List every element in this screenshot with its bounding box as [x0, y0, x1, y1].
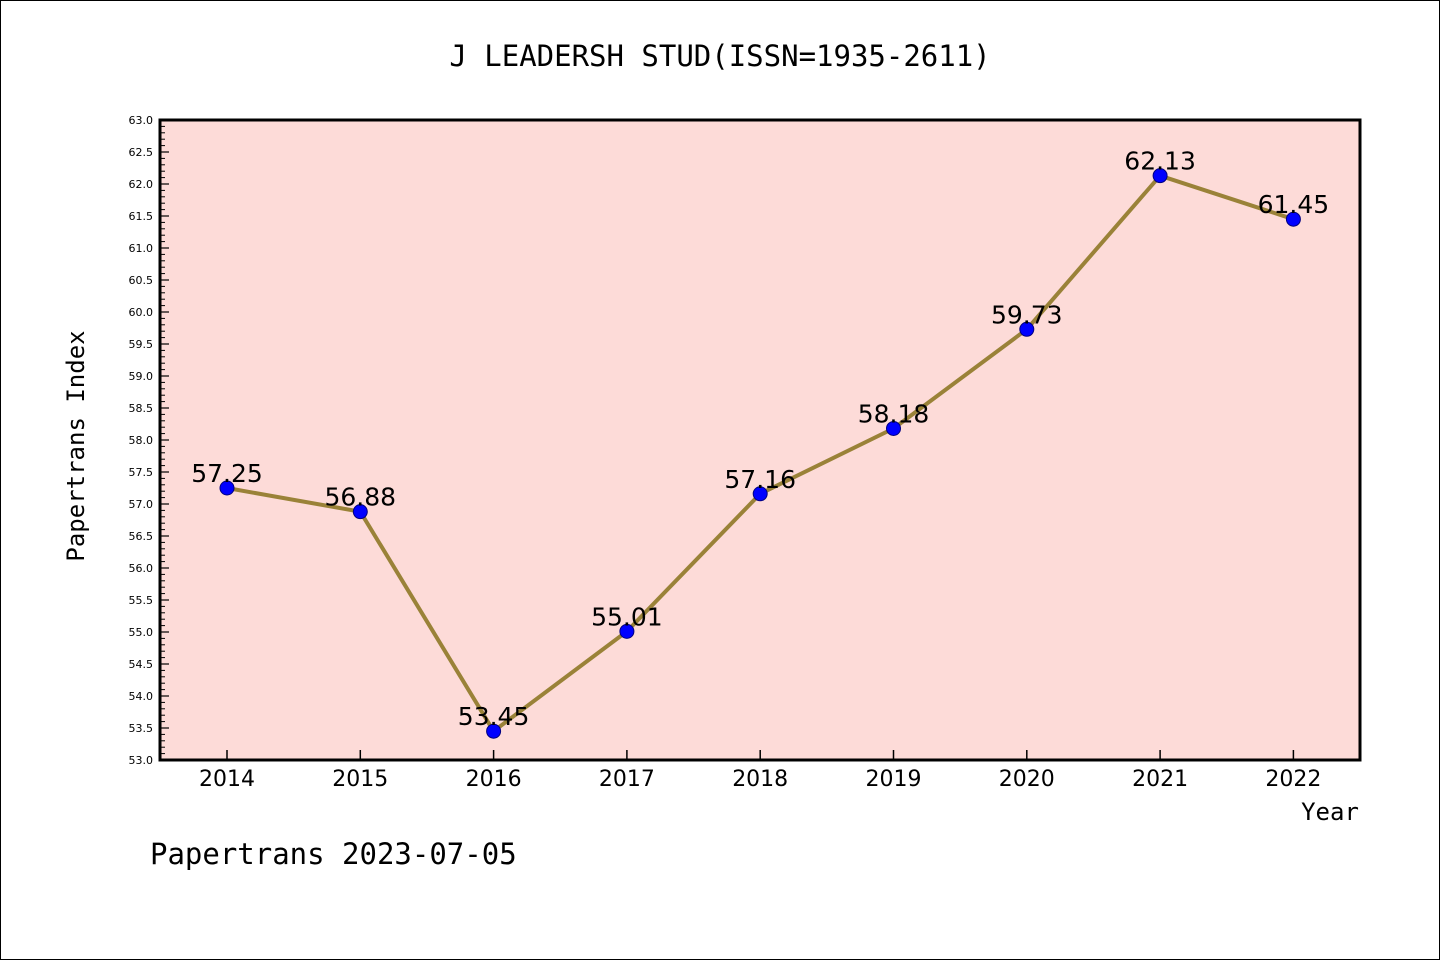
footer-text: Papertrans 2023-07-05	[150, 837, 517, 871]
data-label: 58.18	[858, 399, 930, 428]
plot-border	[158, 118, 1362, 762]
data-label: 62.13	[1124, 147, 1196, 176]
y-tick-label: 62.5	[129, 146, 154, 159]
y-tick-label: 59.5	[129, 338, 154, 351]
y-tick-label: 53.0	[129, 754, 154, 767]
y-tick-label: 54.5	[129, 658, 154, 671]
y-tick-label: 55.0	[129, 626, 154, 639]
y-tick-label: 53.5	[129, 722, 154, 735]
data-point	[1285, 211, 1301, 227]
data-point	[219, 480, 235, 496]
x-tick-label: 2019	[866, 767, 922, 792]
y-tick-label: 61.0	[129, 242, 154, 255]
y-axis-label: Papertrans Index	[62, 330, 90, 561]
y-tick-label: 57.5	[129, 466, 154, 479]
y-tick-label: 60.5	[129, 274, 154, 287]
y-tick-label: 63.0	[129, 114, 154, 127]
x-tick-label: 2017	[599, 767, 655, 792]
data-point	[752, 486, 768, 502]
data-label: 59.73	[991, 300, 1063, 329]
x-tick-label: 2016	[466, 767, 522, 792]
y-tick-label: 58.0	[129, 434, 154, 447]
x-axis: 2014 2015 2016 2017 2018 2019 2020 2021 2022	[199, 750, 1321, 792]
data-label: 56.88	[325, 483, 397, 512]
data-label: 57.25	[191, 459, 263, 488]
x-tick-label: 2022	[1265, 767, 1321, 792]
y-tick-label: 58.5	[129, 402, 154, 415]
data-label: 53.45	[458, 702, 530, 731]
data-label: 55.01	[591, 602, 663, 631]
series-group: 57.25 56.88 53.45 55.01 57.16 58.18 59.73 62.13…	[191, 147, 1329, 739]
data-point	[1152, 168, 1168, 184]
y-tick-label: 56.0	[129, 562, 154, 575]
plot-area	[160, 120, 1360, 760]
data-point	[486, 723, 502, 739]
x-tick-label: 2020	[999, 767, 1055, 792]
y-tick-label: 60.0	[129, 306, 154, 319]
y-tick-label: 56.5	[129, 530, 154, 543]
data-label: 57.16	[724, 465, 796, 494]
x-tick-label: 2021	[1132, 767, 1188, 792]
y-tick-label: 59.0	[129, 370, 154, 383]
x-tick-label: 2018	[732, 767, 788, 792]
y-tick-label: 55.5	[129, 594, 154, 607]
x-tick-label: 2014	[199, 767, 255, 792]
y-tick-label: 54.0	[129, 690, 154, 703]
y-tick-label: 61.5	[129, 210, 154, 223]
x-tick-label: 2015	[332, 767, 388, 792]
x-axis-label: Year	[1301, 798, 1359, 826]
data-label: 61.45	[1258, 190, 1330, 219]
data-point	[886, 420, 901, 436]
data-point	[619, 623, 635, 639]
y-tick-label: 62.0	[129, 178, 154, 191]
data-point	[1019, 321, 1035, 337]
chart-title: J LEADERSH STUD(ISSN=1935-2611)	[449, 39, 990, 73]
y-tick-label: 57.0	[129, 498, 154, 511]
data-point	[352, 504, 368, 520]
